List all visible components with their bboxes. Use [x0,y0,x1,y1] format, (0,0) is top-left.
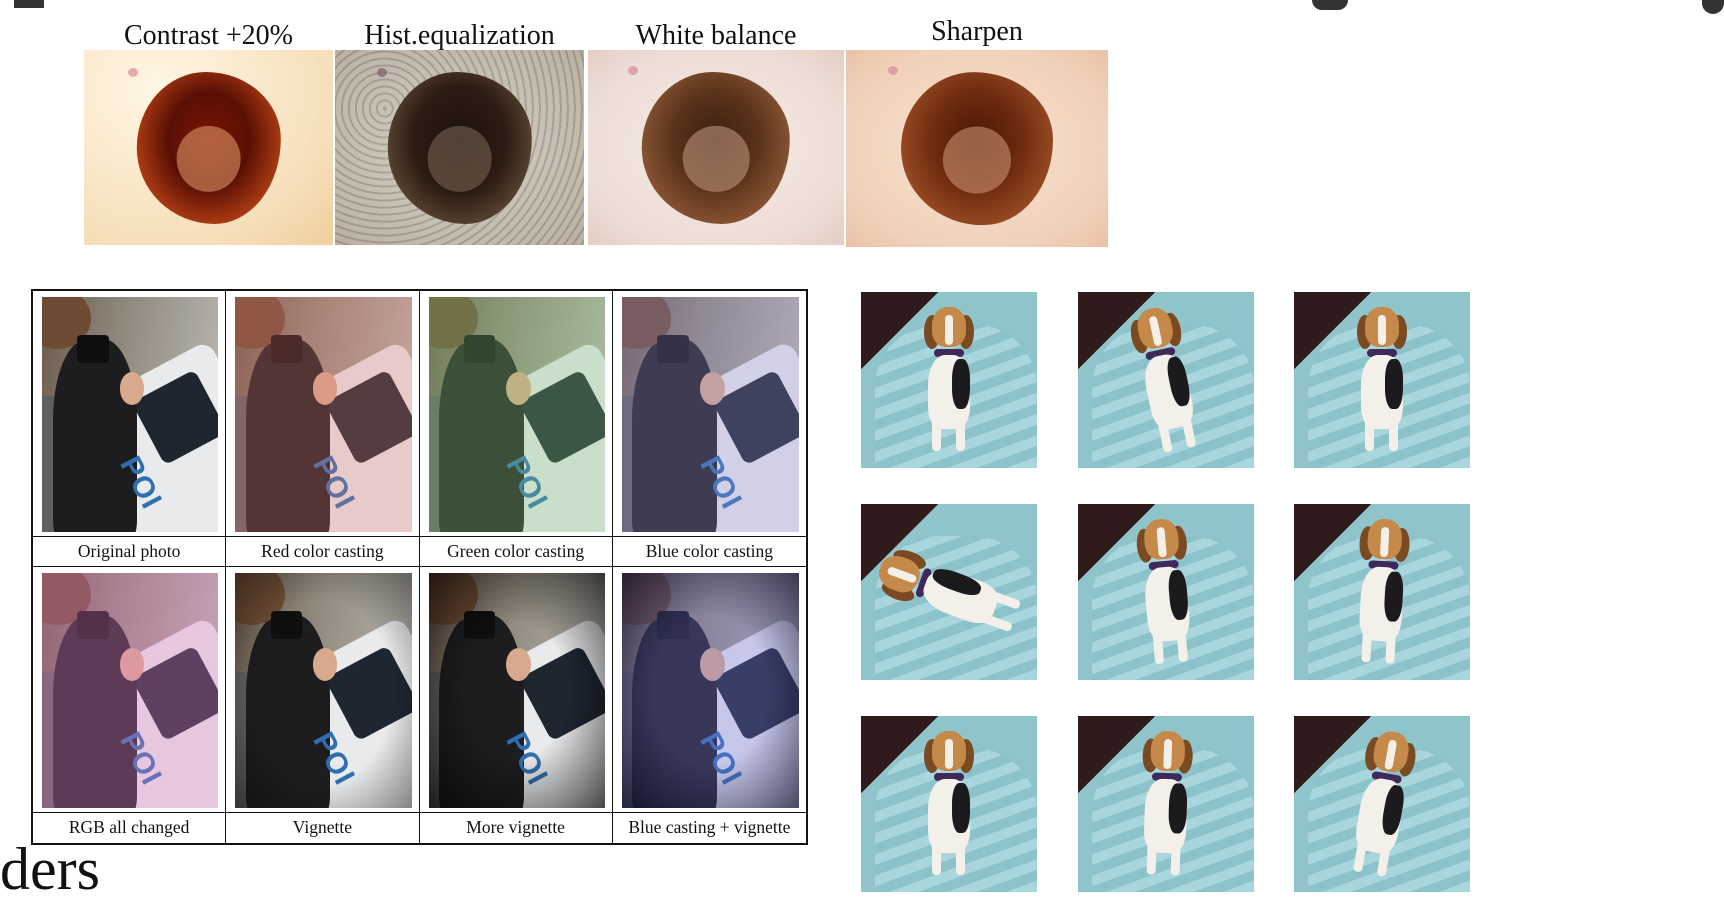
skin-speck [128,68,138,77]
lesion-image-hist-equalization [335,50,584,245]
caption-rgb-all-changed: RGB all changed [33,812,227,843]
dog-image [861,504,1037,680]
caption-green-color-casting: Green color casting [419,536,613,567]
dog-image [1078,716,1254,892]
lesion-image-contrast [84,50,333,245]
caption-vignette: Vignette [226,812,420,843]
lesion-caption-contrast: Contrast +20% [124,20,293,51]
dog-image [1078,292,1254,468]
lesion-caption-hist-equalization: Hist.equalization [364,20,555,51]
color-casting-table: POI POI POI POI Original photo Red color… [31,289,808,845]
caption-blue-casting-vignette: Blue casting + vignette [612,812,806,843]
dog-image [1294,504,1470,680]
caption-blue-color-casting: Blue color casting [612,536,806,567]
cropped-title-fragment-left [14,0,44,8]
lesion-core [682,126,750,193]
photo-rgb-all-changed: POI [33,567,227,812]
caption-more-vignette: More vignette [419,812,613,843]
lesion-image-white-balance [588,50,844,245]
caption-original-photo: Original photo [33,536,227,567]
dog-image [1294,716,1470,892]
lesion-core [176,126,241,193]
photo-original: POI [33,291,227,536]
lesion-core [942,126,1012,194]
skin-speck [628,66,638,75]
lesion-caption-white-balance: White balance [635,20,797,51]
skin-speck [377,68,387,77]
dog-image [861,716,1037,892]
lesion-caption-sharpen: Sharpen [931,16,1023,47]
lesion-core [427,126,492,193]
photo-red-cast: POI [226,291,420,536]
dog-image [1294,292,1470,468]
caption-red-color-casting: Red color casting [226,536,420,567]
dog-image [1078,504,1254,680]
photo-blue-cast-vignette: POI [613,567,806,812]
skin-speck [888,66,898,75]
photo-blue-cast: POI [613,291,806,536]
photo-more-vignette: POI [420,567,613,812]
cropped-title-fragment-edge [1702,0,1724,14]
heading-fragment: ders [0,836,100,902]
lesion-image-sharpen [846,50,1108,247]
cropped-title-fragment-right [1312,0,1348,10]
dog-image [861,292,1037,468]
photo-green-cast: POI [420,291,613,536]
photo-vignette: POI [226,567,420,812]
